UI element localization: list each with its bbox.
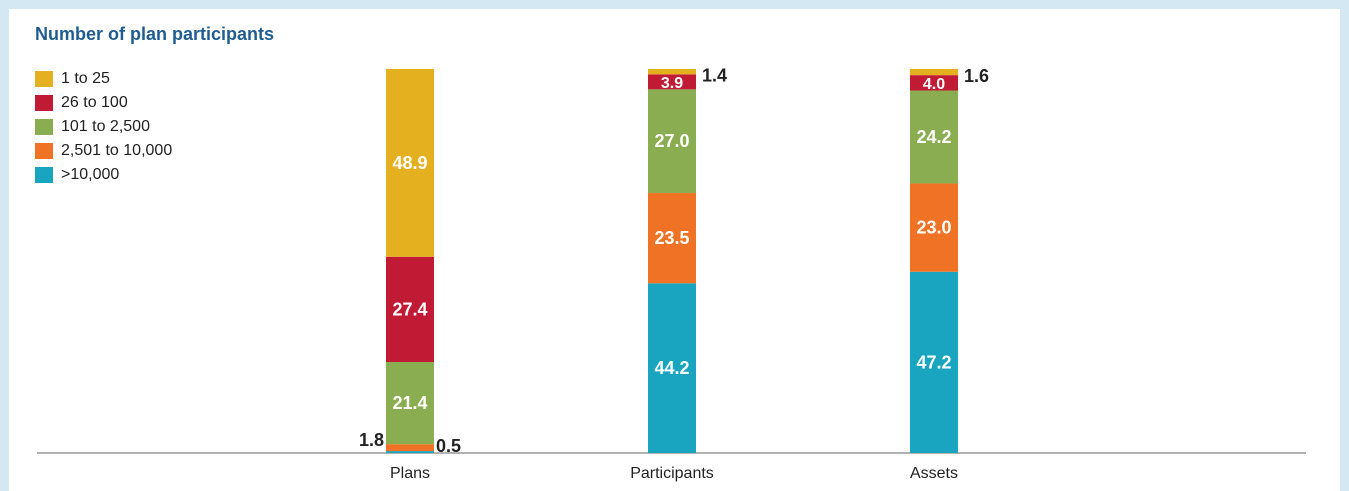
legend-label: 1 to 25 xyxy=(61,70,110,87)
data-label: 23.5 xyxy=(654,228,689,248)
bar-segment xyxy=(386,444,434,452)
bar-segment xyxy=(648,283,696,453)
legend-item: >10,000 xyxy=(35,163,172,187)
bar-segment xyxy=(910,183,958,272)
data-label: 47.2 xyxy=(916,352,951,372)
data-label: 4.0 xyxy=(923,76,945,93)
data-label: 1.8 xyxy=(359,430,384,450)
x-tick-label: Plans xyxy=(390,465,430,482)
legend-swatch xyxy=(35,167,53,183)
data-label: 21.4 xyxy=(392,393,427,413)
data-label: 27.4 xyxy=(392,299,427,319)
data-label: 24.2 xyxy=(916,127,951,147)
bar-segment xyxy=(648,74,696,90)
legend-label: 26 to 100 xyxy=(61,94,128,111)
bar-segment xyxy=(648,69,696,75)
data-label: 44.2 xyxy=(654,358,689,378)
bar-segment xyxy=(910,69,958,76)
data-label: 1.4 xyxy=(702,66,727,86)
legend-swatch xyxy=(35,143,53,159)
legend-item: 101 to 2,500 xyxy=(35,115,172,139)
bar-segment xyxy=(910,90,958,184)
data-label: 0.5 xyxy=(436,436,461,456)
bar-segment xyxy=(386,69,434,257)
bar-segment xyxy=(910,75,958,91)
bar-segment xyxy=(910,271,958,453)
legend-swatch xyxy=(35,71,53,87)
x-tick-label: Participants xyxy=(630,465,714,482)
legend-label: 101 to 2,500 xyxy=(61,118,150,135)
legend: 1 to 25 26 to 100 101 to 2,500 2,501 to … xyxy=(35,67,172,187)
legend-label: >10,000 xyxy=(61,166,120,183)
chart-title: Number of plan participants xyxy=(35,24,275,44)
bar-segment xyxy=(386,361,434,445)
legend-item: 26 to 100 xyxy=(35,91,172,115)
data-label: 1.6 xyxy=(964,66,989,86)
x-tick-label: Assets xyxy=(910,465,958,482)
data-label: 27.0 xyxy=(654,131,689,151)
legend-item: 1 to 25 xyxy=(35,67,172,91)
data-label: 3.9 xyxy=(661,75,683,92)
bar-segment xyxy=(386,256,434,362)
data-label: 48.9 xyxy=(392,153,427,173)
bar-segment xyxy=(648,193,696,284)
legend-item: 2,501 to 10,000 xyxy=(35,139,172,163)
data-label: 23.0 xyxy=(916,218,951,238)
legend-swatch xyxy=(35,95,53,111)
legend-label: 2,501 to 10,000 xyxy=(61,142,173,159)
bar-segment xyxy=(648,89,696,194)
bar-segment xyxy=(386,451,434,453)
legend-swatch xyxy=(35,119,53,135)
